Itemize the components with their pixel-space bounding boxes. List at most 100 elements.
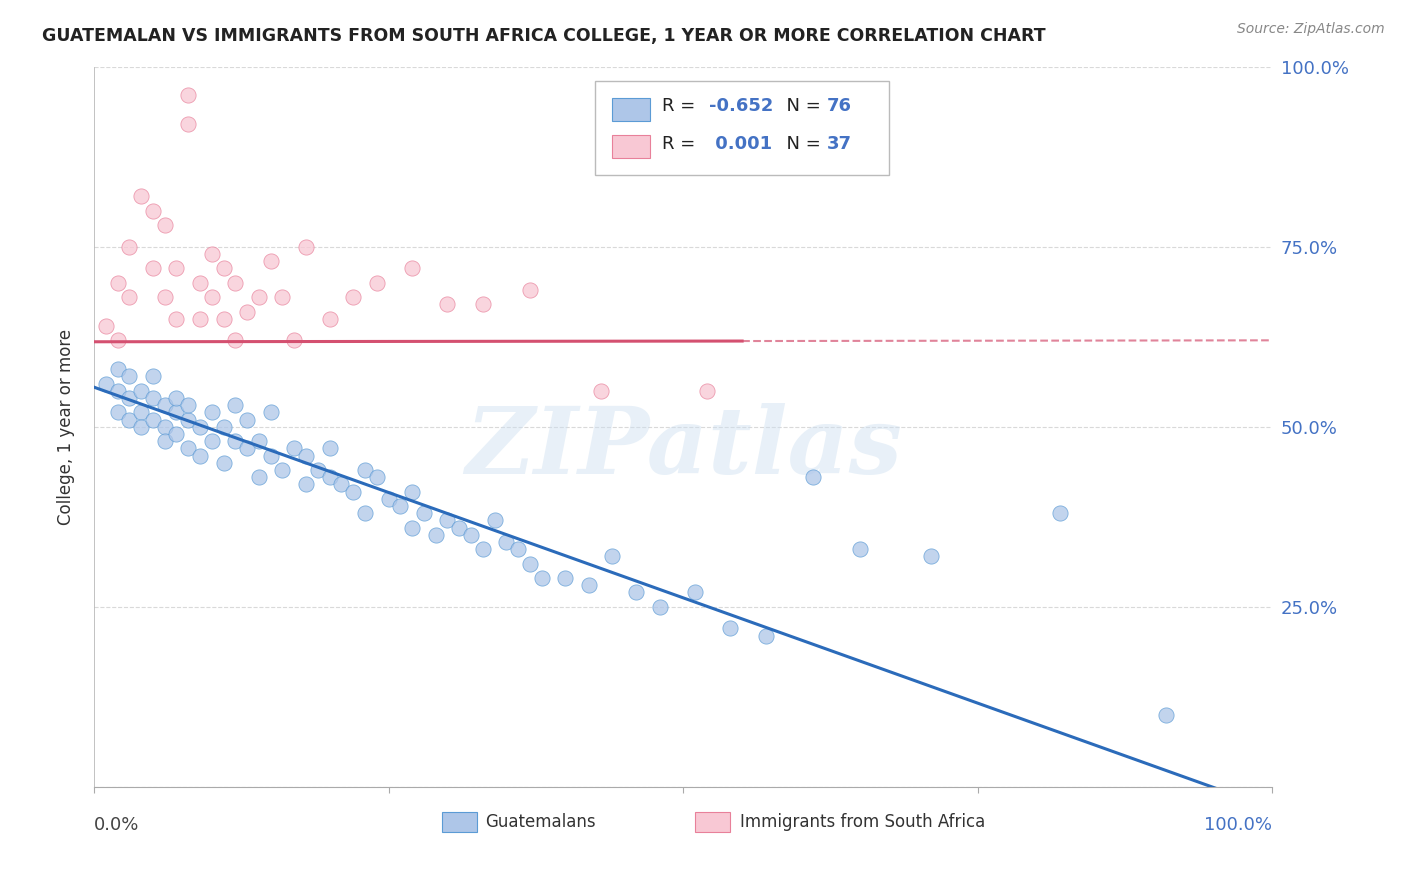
Point [177,88,200,103]
Point [602,549,624,564]
Point [188,276,211,290]
Point [920,549,942,564]
Point [1049,506,1071,520]
Point [212,456,235,470]
Point [366,276,388,290]
Point [449,520,471,534]
Point [342,484,364,499]
Point [508,542,530,557]
Text: GUATEMALAN VS IMMIGRANTS FROM SOUTH AFRICA COLLEGE, 1 YEAR OR MORE CORRELATION C: GUATEMALAN VS IMMIGRANTS FROM SOUTH AFRI… [42,27,1046,45]
Point [471,297,494,311]
Point [94,318,117,333]
Point [271,463,294,477]
Point [295,449,318,463]
Point [401,261,423,276]
Point [471,542,494,557]
Y-axis label: College, 1 year or more: College, 1 year or more [58,328,75,524]
FancyBboxPatch shape [613,97,650,120]
Point [260,449,283,463]
Point [153,398,176,412]
Point [318,470,340,484]
Point [318,442,340,456]
Point [389,499,412,513]
Point [201,434,224,449]
Text: 37: 37 [827,135,852,153]
Point [118,369,141,384]
Point [318,311,340,326]
Text: 100.0%: 100.0% [1205,816,1272,834]
Point [224,434,246,449]
Point [129,405,152,419]
Point [283,442,305,456]
Point [142,369,165,384]
Point [224,398,246,412]
FancyBboxPatch shape [595,81,890,175]
Point [307,463,329,477]
Point [519,283,541,297]
Point [260,405,283,419]
Point [142,261,165,276]
Point [425,528,447,542]
Point [94,376,117,391]
Point [165,405,187,419]
Text: Guatemalans: Guatemalans [485,814,596,831]
Point [377,491,399,506]
FancyBboxPatch shape [613,135,650,158]
Point [142,412,165,426]
Point [413,506,436,520]
Point [801,470,824,484]
Text: 0.0%: 0.0% [94,816,139,834]
Point [755,629,778,643]
Point [589,384,612,398]
Point [188,311,211,326]
Point [236,412,259,426]
Point [330,477,353,491]
Point [696,384,718,398]
Point [177,442,200,456]
Point [129,384,152,398]
Point [519,557,541,571]
Text: R =: R = [662,97,702,115]
Point [283,334,305,348]
Point [129,419,152,434]
Point [554,571,576,585]
Point [153,290,176,304]
Point [118,391,141,405]
Point [1156,707,1178,722]
Point [484,513,506,527]
Point [129,189,152,203]
Point [201,405,224,419]
Point [436,297,458,311]
Point [212,419,235,434]
Point [107,384,129,398]
Text: 76: 76 [827,97,852,115]
Point [177,412,200,426]
Point [118,290,141,304]
Point [177,117,200,131]
Point [153,419,176,434]
Point [201,290,224,304]
Point [354,506,377,520]
Point [436,513,458,527]
Point [495,535,517,549]
Point [188,419,211,434]
Point [624,585,647,599]
Point [342,290,364,304]
Point [107,362,129,376]
Point [118,412,141,426]
Point [177,398,200,412]
Text: N =: N = [775,97,827,115]
Text: N =: N = [775,135,827,153]
Point [718,622,741,636]
Point [366,470,388,484]
Point [295,240,318,254]
Point [107,276,129,290]
Text: 0.001: 0.001 [709,135,772,153]
Point [142,203,165,218]
Point [201,247,224,261]
Point [153,218,176,232]
Point [236,442,259,456]
Point [648,599,671,614]
FancyBboxPatch shape [441,812,477,832]
Point [401,520,423,534]
